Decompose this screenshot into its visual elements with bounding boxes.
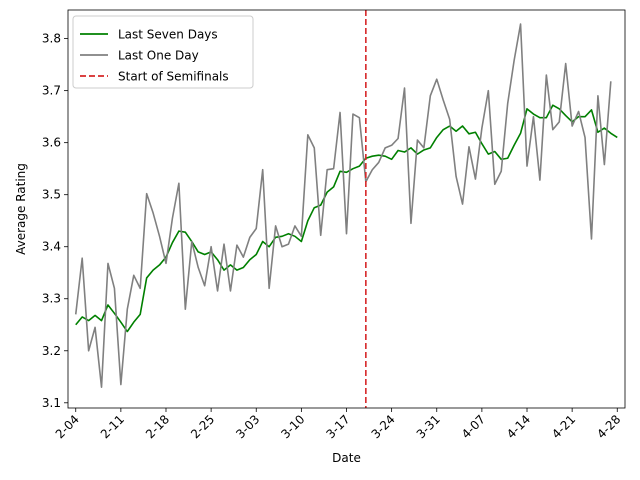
series-line-last-one-day [74, 23, 612, 388]
y-tick-label: 3.3 [42, 292, 61, 306]
legend-label: Start of Semifinals [118, 70, 229, 84]
y-tick-label: 3.5 [42, 188, 61, 202]
legend-entry-start-of-semifinals: Start of Semifinals [80, 70, 229, 84]
plot-area [74, 10, 618, 408]
y-axis-label: Average Rating [14, 163, 28, 255]
legend-label: Last Seven Days [118, 28, 218, 42]
y-tick-label: 3.1 [42, 396, 61, 410]
y-tick-label: 3.8 [42, 32, 61, 46]
y-tick-label: 3.6 [42, 136, 61, 150]
y-tick-label: 3.2 [42, 344, 61, 358]
legend: Last Seven Days Last One Day Start of Semi… [72, 15, 254, 89]
legend-entry-last-one-day: Last One Day [80, 49, 199, 63]
x-axis-label: Date [332, 451, 361, 465]
y-tick-label: 3.7 [42, 84, 61, 98]
legend-box [72, 15, 254, 89]
series-line-last-seven-days [75, 104, 618, 333]
legend-label: Last One Day [118, 49, 199, 63]
legend-entry-last-seven-days: Last Seven Days [80, 28, 218, 42]
y-tick-label: 3.4 [42, 240, 61, 254]
